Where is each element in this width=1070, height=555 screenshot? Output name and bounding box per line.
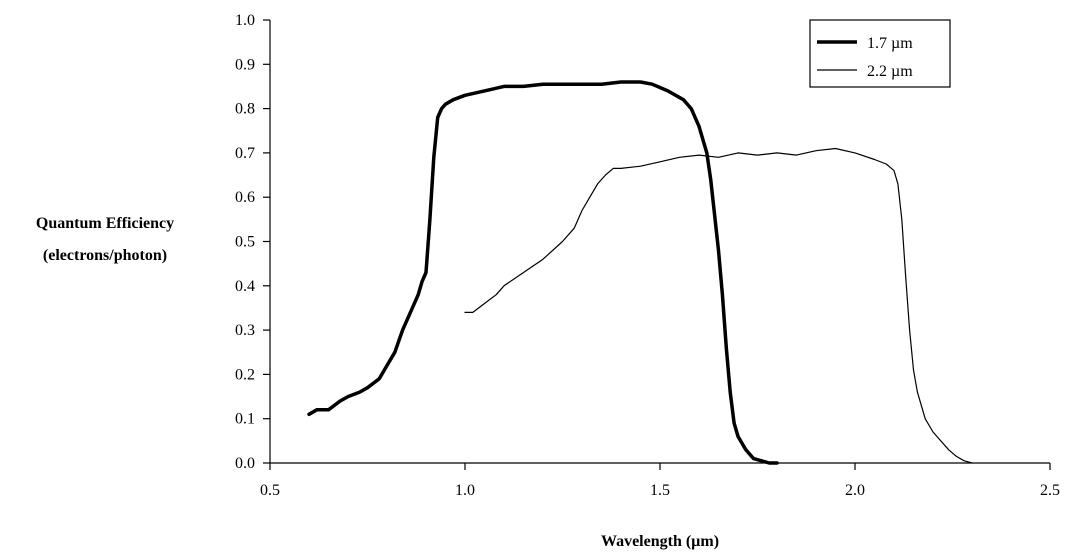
x-axis-title: Wavelength (µm) <box>601 533 719 550</box>
y-tick-label: 0.9 <box>235 56 255 73</box>
y-tick-label: 1.0 <box>235 12 255 29</box>
axes: 0.0 0.1 0.2 0.3 0.4 0.5 0.6 0.7 0.8 0.9 1.0 0.5 1.0 1… <box>235 12 1060 499</box>
x-tick-label: 1.0 <box>455 482 475 499</box>
legend-label-1-7um: 1.7 µm <box>867 35 913 52</box>
y-axis-title-line1: Quantum Efficiency <box>36 215 174 232</box>
legend: 1.7 µm 2.2 µm <box>809 19 951 88</box>
y-axis-title-line2: (electrons/photon) <box>43 247 167 264</box>
x-tick-label: 1.5 <box>650 482 670 499</box>
y-tick-label: 0.7 <box>235 145 255 162</box>
legend-box <box>809 19 951 88</box>
x-tick-label: 0.5 <box>260 482 280 499</box>
y-tick-label: 0.0 <box>235 455 255 472</box>
series-line-2-2-m <box>464 147 973 464</box>
y-tick-label: 0.8 <box>235 101 255 118</box>
y-tick-label: 0.2 <box>235 366 255 383</box>
series-layer <box>307 80 973 465</box>
y-tick-label: 0.3 <box>235 322 255 339</box>
y-tick-label: 0.1 <box>235 411 255 428</box>
y-tick-label: 0.6 <box>235 189 255 206</box>
y-tick-label: 0.5 <box>235 234 255 251</box>
x-tick-label: 2.0 <box>845 482 865 499</box>
x-tick-label: 2.5 <box>1040 482 1060 499</box>
series-line-1-7-m <box>307 80 779 465</box>
y-tick-label: 0.4 <box>235 278 255 295</box>
legend-label-2-2um: 2.2 µm <box>867 63 913 80</box>
